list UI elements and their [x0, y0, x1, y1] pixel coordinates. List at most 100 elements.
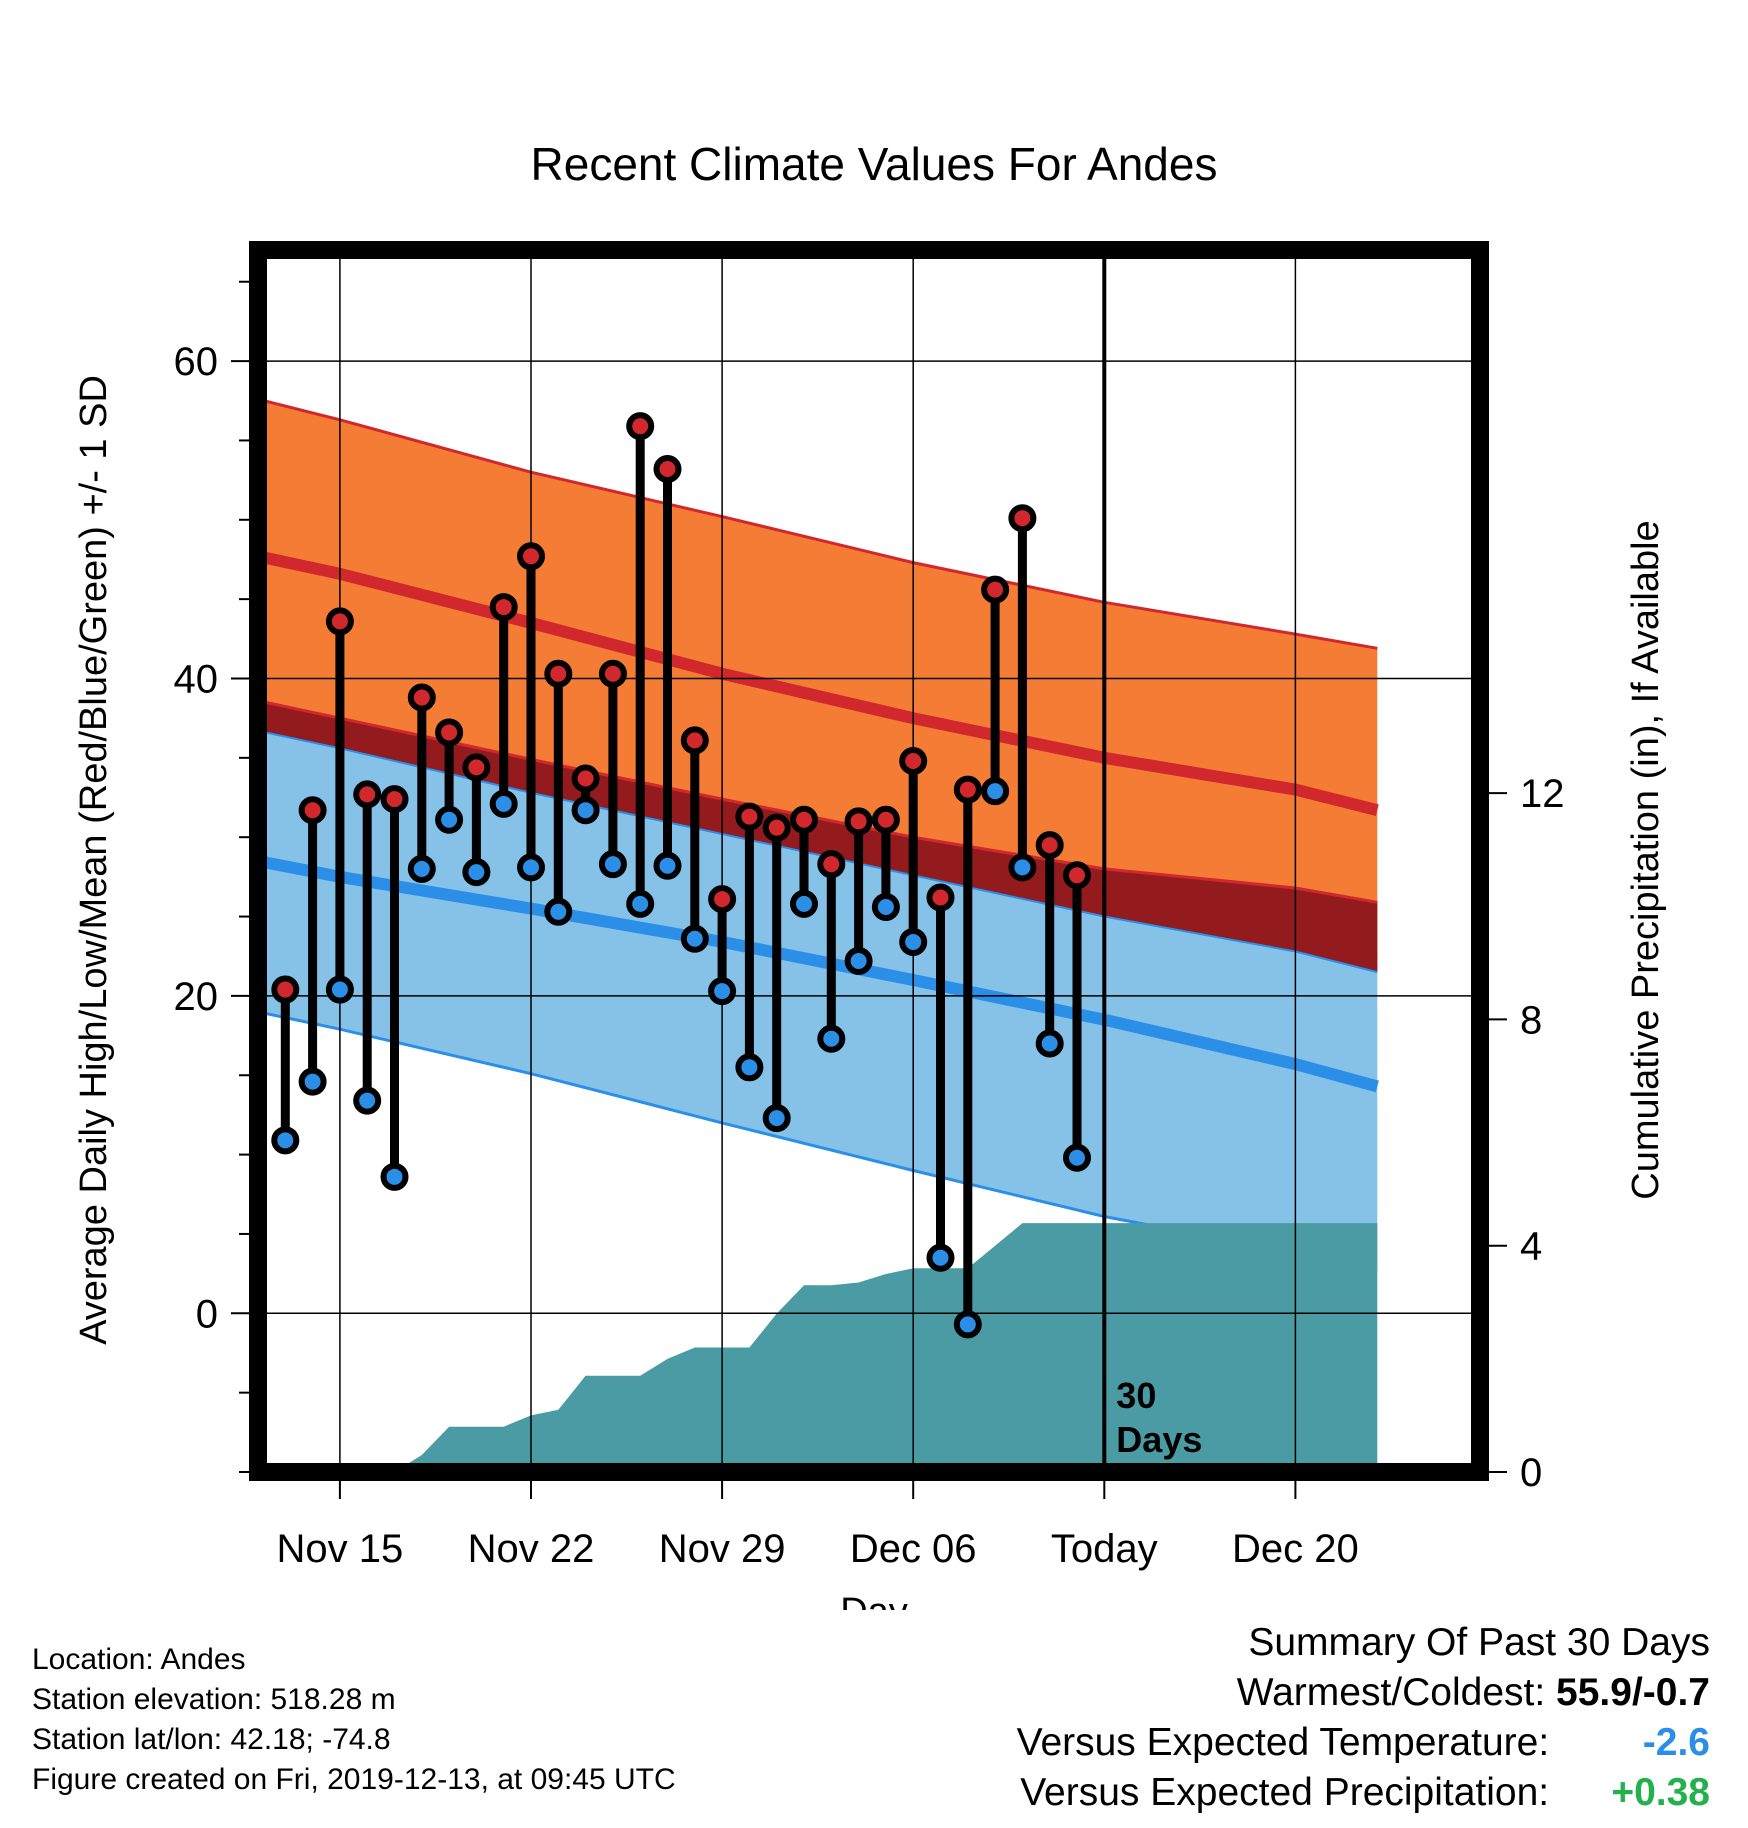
y2-tick-label: 0 [1520, 1451, 1542, 1495]
low-point [926, 1243, 955, 1272]
low-point [271, 1126, 300, 1155]
summary-temp-row: Versus Expected Temperature: -2.6 [1017, 1718, 1710, 1768]
y2-tick-label: 8 [1520, 998, 1542, 1042]
high-point [1008, 504, 1037, 533]
high-point [598, 659, 627, 688]
y2-axis-label: Cumulative Precipitation (in), If Availa… [1625, 520, 1667, 1199]
low-point [462, 858, 491, 887]
high-point [517, 542, 545, 571]
days-label: 30 [1116, 1375, 1156, 1416]
days-label-unit: Days [1116, 1419, 1202, 1460]
high-point [735, 802, 764, 831]
high-point [626, 412, 655, 441]
high-point [871, 805, 900, 834]
created-text: Figure created on Fri, 2019-12-13, at 09… [32, 1763, 676, 1796]
low-mean-line [258, 855, 1379, 1093]
warmest-label: Warmest/Coldest: [1236, 1671, 1546, 1714]
chart-title: Recent Climate Values For Andes [531, 138, 1218, 190]
y2-tick-label: 4 [1520, 1225, 1542, 1269]
y2-tick-label: 12 [1520, 772, 1565, 816]
low-point [380, 1162, 409, 1191]
low-upper-line [258, 729, 1378, 974]
low-point [1008, 853, 1037, 882]
precip-area [258, 1223, 1378, 1472]
low-point [353, 1086, 382, 1115]
low-point [735, 1053, 764, 1082]
high-point [790, 805, 818, 834]
high-point [435, 718, 464, 747]
x-tick-label: Dec 06 [850, 1527, 977, 1571]
low-point [407, 854, 436, 883]
low-point [1063, 1143, 1091, 1172]
low-point [680, 924, 709, 953]
low-point [708, 977, 737, 1006]
high-mean-line [258, 550, 1379, 817]
low-point [953, 1310, 982, 1339]
y-tick-label: 20 [174, 975, 219, 1019]
low-point [544, 897, 573, 926]
low-point [653, 851, 682, 880]
high-point [271, 975, 300, 1004]
high-point [407, 683, 436, 712]
station-info: Location: Andes Station elevation: 518.2… [32, 1640, 676, 1800]
high-point [817, 850, 846, 879]
low-point [435, 805, 464, 834]
warmest-value: 55.9/-0.7 [1556, 1671, 1710, 1714]
x-tick-label: Dec 20 [1232, 1527, 1359, 1571]
temp-value: -2.6 [1642, 1721, 1710, 1764]
low-point [489, 789, 518, 818]
low-point [899, 927, 928, 956]
high-point [1035, 831, 1064, 860]
low-point [981, 777, 1010, 806]
high-point [544, 659, 573, 688]
low-point [1035, 1029, 1064, 1058]
y-tick-label: 40 [174, 657, 219, 701]
x-axis-label: Day [840, 1591, 908, 1610]
high-point [762, 813, 791, 842]
high-point [708, 885, 737, 914]
y-tick-label: 60 [174, 340, 219, 384]
y-axis-label: Average Daily High/Low/Mean (Red/Blue/Gr… [73, 375, 115, 1345]
summary-precip-row: Versus Expected Precipitation: +0.38 [1017, 1768, 1710, 1818]
high-point [462, 753, 491, 782]
high-point [298, 796, 327, 825]
high-point [353, 780, 382, 809]
low-point [844, 946, 873, 975]
low-point [517, 853, 545, 882]
precip-label: Versus Expected Precipitation: [1020, 1771, 1550, 1814]
summary-warmest-row: Warmest/Coldest: 55.9/-0.7 [1017, 1668, 1710, 1718]
x-tick-label: Nov 15 [277, 1527, 404, 1571]
location-text: Location: Andes [32, 1643, 246, 1676]
high-sd-band [258, 399, 1378, 973]
y-tick-label: 0 [196, 1292, 218, 1336]
x-tick-label: Nov 22 [468, 1527, 595, 1571]
precip-value: +0.38 [1611, 1771, 1710, 1814]
summary-heading: Summary Of Past 30 Days [1248, 1621, 1710, 1664]
high-point [953, 775, 982, 804]
plot-inner [258, 250, 1480, 1472]
high-point [1063, 861, 1091, 890]
elevation-text: Station elevation: 518.28 m [32, 1683, 396, 1716]
low-point [871, 893, 900, 922]
temp-label: Versus Expected Temperature: [1016, 1721, 1550, 1764]
plot-frame [249, 241, 1489, 1481]
latlon-text: Station lat/lon: 42.18; -74.8 [32, 1723, 391, 1756]
low-point [325, 975, 354, 1004]
x-tick-label: Today [1051, 1527, 1158, 1571]
high-point [844, 807, 873, 836]
x-tick-label: Nov 29 [659, 1527, 786, 1571]
overlap-band-top [258, 700, 1378, 973]
high-point [680, 726, 709, 755]
high-point [325, 607, 354, 636]
high-point [653, 455, 682, 484]
low-point [298, 1067, 327, 1096]
summary-panel: Summary Of Past 30 Days Warmest/Coldest:… [1017, 1618, 1710, 1818]
high-point [899, 747, 928, 776]
high-point [571, 764, 600, 793]
high-point [926, 883, 955, 912]
low-point [626, 889, 655, 918]
low-point [817, 1024, 846, 1053]
low-point [790, 889, 818, 918]
